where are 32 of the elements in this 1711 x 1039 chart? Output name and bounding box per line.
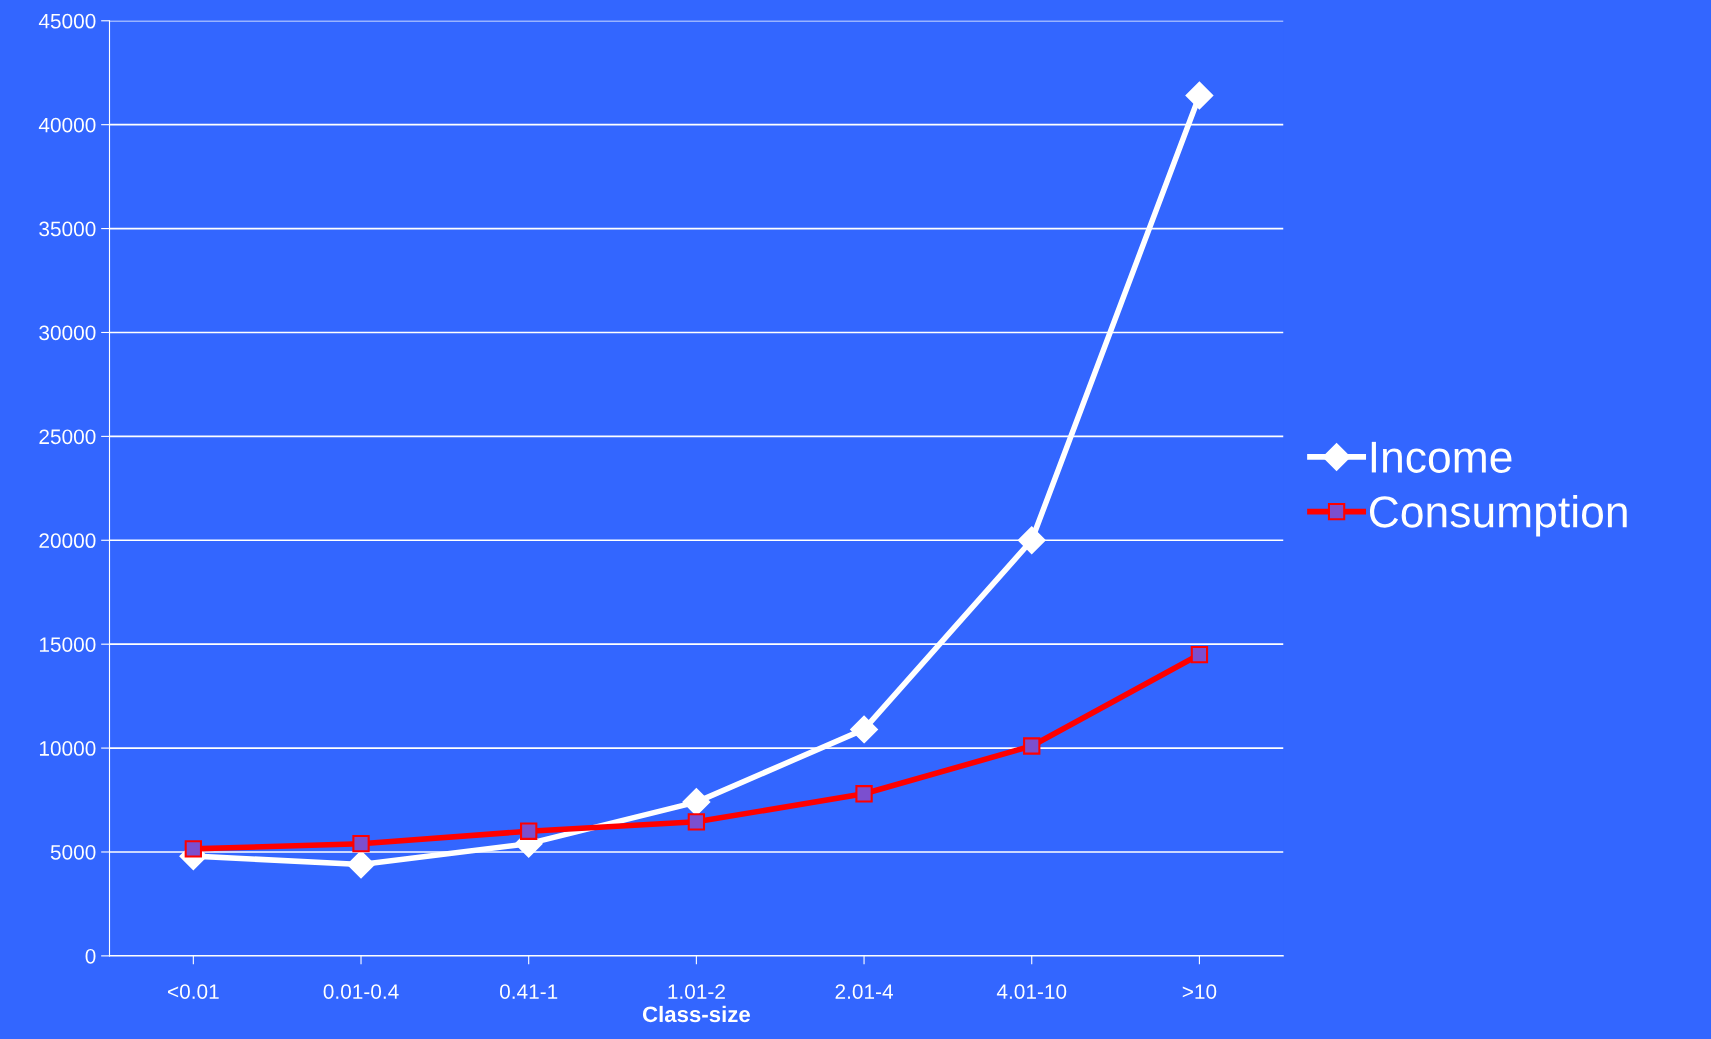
y-tick-label: 20000 [39, 533, 96, 549]
point [687, 813, 706, 831]
x-tick-label: 0.41-1 [499, 984, 558, 999]
point [682, 788, 711, 816]
point [1017, 526, 1046, 555]
y-tick-label: 45000 [38, 13, 96, 29]
y-tick-label: 10000 [39, 741, 96, 756]
x-tick-label: <0.01 [168, 984, 219, 999]
point [352, 834, 370, 853]
y-tick-label: 35000 [39, 221, 96, 237]
point [184, 840, 203, 858]
point [1023, 737, 1041, 755]
x-axis-title: Class-size [642, 1005, 750, 1023]
point [855, 785, 873, 803]
x-tick-label: 2.01-4 [835, 984, 893, 999]
y-tick-label: 5000 [50, 844, 96, 860]
y-tick-label: 15000 [39, 637, 96, 652]
point [1190, 645, 1209, 664]
y-tick-label: 30000 [39, 325, 96, 341]
y-tick-label: 40000 [38, 117, 96, 133]
legend-label: Income [1371, 441, 1512, 473]
y-tick-label: 25000 [39, 429, 96, 445]
point [850, 715, 878, 744]
x-tick-label: 1.01-2 [668, 984, 725, 999]
point [347, 850, 375, 879]
y-tick-label: 0 [85, 948, 96, 964]
x-tick-label: 0.01-0.4 [323, 984, 399, 999]
legend-label: Consumption [1369, 495, 1627, 537]
point [1185, 81, 1214, 110]
x-tick-label: 4.01-10 [996, 984, 1067, 999]
x-tick-label: >10 [1182, 984, 1217, 999]
point [520, 822, 538, 840]
